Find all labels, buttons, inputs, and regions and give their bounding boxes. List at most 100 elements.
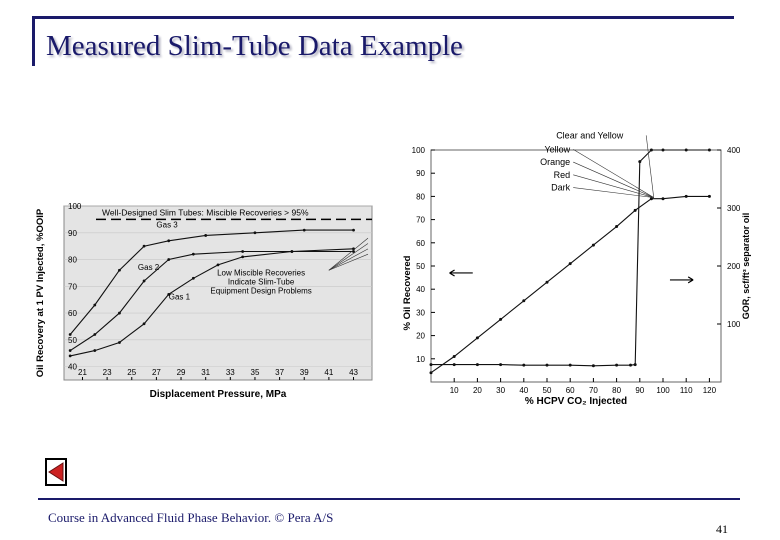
right-data-point — [615, 225, 619, 229]
right-y-tick-label: 50 — [416, 262, 425, 271]
left-y-tick-label: 40 — [68, 363, 77, 372]
footer-divider — [38, 498, 740, 500]
left-series-label: Gas 1 — [169, 293, 191, 302]
left-y-axis-label: Oil Recovery at 1 PV Injected, %OOIP — [35, 208, 46, 377]
right-data-point — [475, 336, 479, 340]
right-data-point — [638, 160, 642, 164]
right-data-point — [629, 363, 633, 367]
left-data-point — [241, 255, 245, 259]
color-annotation-pointer — [573, 174, 654, 198]
right-data-point — [661, 197, 665, 201]
left-data-point — [290, 250, 294, 253]
right-data-point — [707, 194, 711, 198]
left-x-tick-label: 37 — [275, 368, 284, 377]
right-chart: 10 20 30 40 50 60 70 80 90 100 100 200 300 400 10 20 3… — [402, 130, 751, 407]
right-data-point — [429, 363, 433, 367]
left-data-point — [93, 333, 97, 336]
color-annotation: Red — [554, 170, 571, 180]
right-data-point — [475, 363, 479, 367]
left-y-tick-label: 80 — [68, 256, 77, 265]
left-chart: 40 50 60 70 80 90 100 21 23 25 27 29 31 33 35 37 39 41 43… — [35, 202, 373, 400]
left-data-point — [241, 250, 245, 253]
right-y2-tick-label: 200 — [727, 262, 741, 271]
color-annotation: Clear and Yellow — [556, 130, 624, 140]
left-series-line — [70, 250, 354, 357]
right-data-point — [615, 363, 619, 367]
annotation-pointer — [328, 237, 369, 271]
right-x-tick-label: 60 — [566, 386, 575, 395]
left-data-point — [216, 263, 220, 267]
right-data-point — [499, 363, 503, 367]
color-annotation: Yellow — [545, 144, 571, 154]
right-data-point — [452, 363, 456, 367]
right-y2-tick-label: 400 — [727, 146, 741, 155]
title-frame-top — [32, 16, 734, 19]
right-y-tick-label: 90 — [416, 169, 425, 178]
left-data-point — [118, 341, 121, 344]
right-data-point — [568, 262, 572, 266]
right-plot-area — [430, 149, 722, 383]
right-x-tick-label: 100 — [656, 386, 670, 395]
right-y2-tick-label: 300 — [727, 204, 741, 213]
left-data-point — [253, 231, 257, 235]
right-data-point — [633, 363, 637, 367]
left-y-tick-label: 50 — [68, 336, 77, 345]
left-x-tick-label: 25 — [127, 368, 136, 377]
right-y-tick-label: 80 — [416, 192, 425, 201]
right-data-point — [661, 148, 665, 152]
right-x-tick-label: 50 — [543, 386, 552, 395]
left-data-point — [167, 239, 171, 243]
left-x-tick-label: 39 — [300, 368, 309, 377]
left-x-tick-label: 35 — [251, 368, 260, 377]
left-data-point — [93, 349, 97, 352]
left-x-tick-label: 31 — [201, 368, 210, 377]
right-y-tick-label: 30 — [416, 308, 425, 317]
left-data-point — [118, 311, 121, 315]
low-annotation-line: Indicate Slim-Tube — [228, 278, 295, 287]
right-x-tick-label: 90 — [635, 386, 644, 395]
left-data-point — [204, 234, 208, 237]
right-y-tick-label: 70 — [416, 216, 425, 225]
threshold-annotation: Well-Designed Slim Tubes: Miscible Recov… — [102, 207, 309, 217]
color-annotation: Dark — [551, 183, 571, 193]
right-y-axis-label: % Oil Recovered — [402, 255, 413, 330]
left-y-tick-label: 90 — [68, 229, 77, 238]
right-x-axis-label: % HCPV CO₂ Injected — [525, 396, 627, 407]
right-axis-arrow — [669, 276, 694, 284]
left-x-tick-label: 29 — [177, 368, 186, 377]
low-annotation-line: Low Miscible Recoveries — [217, 269, 305, 278]
left-data-point — [68, 354, 72, 358]
right-data-point — [707, 148, 711, 152]
left-triangle-icon — [48, 462, 64, 482]
back-button[interactable] — [45, 458, 67, 486]
right-x-tick-label: 70 — [589, 386, 598, 395]
left-y-tick-label: 60 — [68, 309, 77, 318]
left-axis-arrow — [449, 269, 473, 277]
right-y-tick-label: 100 — [412, 146, 426, 155]
left-data-point — [68, 333, 72, 336]
left-series-label: Gas 3 — [156, 220, 178, 229]
right-data-point — [591, 364, 595, 368]
left-data-point — [191, 252, 195, 256]
low-annotation-line: Equipment Design Problems — [210, 287, 311, 296]
right-data-point — [633, 208, 637, 212]
left-y-tick-label: 100 — [68, 202, 82, 211]
color-annotation-pointer — [645, 135, 655, 198]
left-data-point — [142, 279, 146, 283]
right-y-tick-label: 40 — [416, 285, 425, 294]
right-data-point — [591, 243, 595, 247]
right-data-point — [545, 363, 549, 367]
left-data-point — [68, 349, 72, 352]
right-data-point — [684, 194, 688, 198]
slide-title: Measured Slim-Tube Data Example — [46, 30, 463, 62]
right-x-tick-label: 110 — [680, 386, 693, 395]
right-data-point — [684, 148, 688, 152]
left-data-point — [142, 322, 146, 326]
right-data-point — [649, 197, 653, 201]
right-data-point — [649, 148, 653, 152]
left-data-point — [93, 303, 97, 307]
right-y-tick-label: 20 — [416, 332, 425, 341]
color-annotation-pointer — [573, 187, 654, 198]
annotation-pointer — [328, 253, 369, 271]
right-data-point — [522, 299, 526, 303]
